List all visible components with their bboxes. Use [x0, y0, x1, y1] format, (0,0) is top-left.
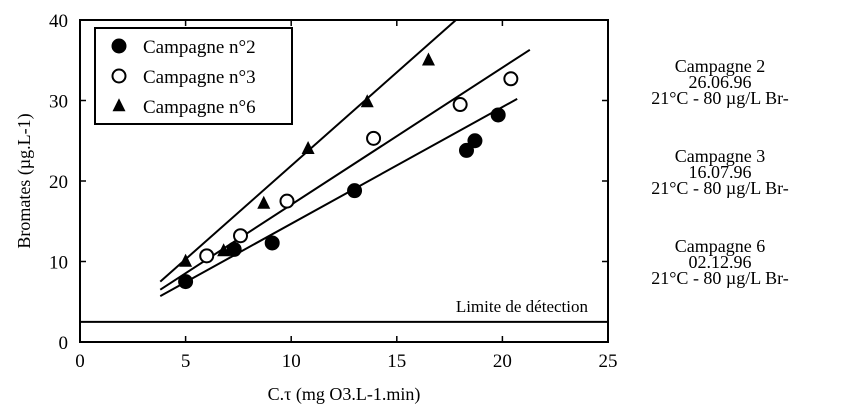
data-point: [226, 241, 242, 257]
data-point: [503, 71, 519, 87]
side-note-conditions: 21°C - 80 µg/L Br-: [651, 88, 789, 108]
data-point: [301, 141, 315, 154]
data-point: [467, 133, 483, 149]
side-note-date: 02.12.96: [688, 252, 752, 272]
x-tick-label: 10: [282, 351, 301, 372]
data-point: [264, 235, 280, 251]
y-tick-label: 30: [49, 92, 68, 113]
legend-marker: [112, 98, 126, 112]
side-note-title: Campagne 6: [674, 236, 766, 256]
x-tick-label: 5: [181, 351, 191, 372]
legend-marker: [111, 38, 127, 54]
data-point: [347, 183, 363, 199]
axis-labels: C.τ (mg O3.L-1.min) Bromates (µg.L-1): [14, 113, 420, 405]
data-point: [199, 248, 215, 264]
y-tick-label: 40: [49, 11, 68, 32]
x-axis-title: C.τ (mg O3.L-1.min): [268, 384, 421, 405]
data-point: [490, 107, 506, 123]
data-point: [257, 195, 271, 209]
side-note-title: Campagne 3: [674, 146, 766, 166]
data-point: [233, 228, 249, 244]
x-tick-label: 20: [493, 351, 512, 372]
data-point: [360, 94, 374, 108]
data-point: [217, 243, 231, 257]
data-point: [458, 142, 474, 158]
data-point: [366, 130, 382, 146]
data-points: [178, 52, 519, 290]
data-point: [452, 97, 468, 113]
x-tick-label: 25: [599, 351, 618, 372]
y-axis-title: Bromates (µg.L-1): [14, 113, 35, 248]
data-point: [178, 274, 194, 290]
data-point: [279, 193, 295, 209]
legend-label: Campagne n°3: [143, 67, 256, 88]
legend-box: [94, 27, 293, 125]
detection-limit-label: Limite de détection: [456, 297, 589, 316]
side-note-date: 26.06.96: [688, 72, 752, 92]
data-point: [421, 52, 435, 66]
x-tick-label: 15: [387, 351, 406, 372]
side-note-campagne-3: Campagne 3 16.07.96 21°C - 80 µg/L Br-: [620, 146, 820, 198]
legend-label: Campagne n°6: [143, 97, 256, 118]
side-note-conditions: 21°C - 80 µg/L Br-: [651, 268, 789, 288]
y-tick-label: 10: [49, 253, 68, 274]
detection-limit: Limite de détection: [80, 297, 608, 323]
side-note-date: 16.07.96: [688, 162, 752, 182]
legend-label: Campagne n°2: [143, 37, 256, 58]
legend-marker: [111, 68, 127, 84]
legend: Campagne n°2 Campagne n°3 Campagne n°6: [94, 27, 293, 125]
data-point: [179, 253, 193, 267]
side-note-campagne-2: Campagne 2 26.06.96 21°C - 80 µg/L Br-: [620, 56, 820, 108]
side-note-campagne-6: Campagne 6 02.12.96 21°C - 80 µg/L Br-: [620, 236, 820, 288]
side-note-title: Campagne 2: [674, 56, 766, 76]
axes: 0 5 10 15 20 25 0 10 20 30 40: [49, 11, 618, 372]
fit-line: [159, 98, 518, 297]
y-tick-label: 0: [59, 333, 69, 354]
x-tick-label: 0: [75, 351, 85, 372]
side-note-conditions: 21°C - 80 µg/L Br-: [651, 178, 789, 198]
y-tick-label: 20: [49, 172, 68, 193]
